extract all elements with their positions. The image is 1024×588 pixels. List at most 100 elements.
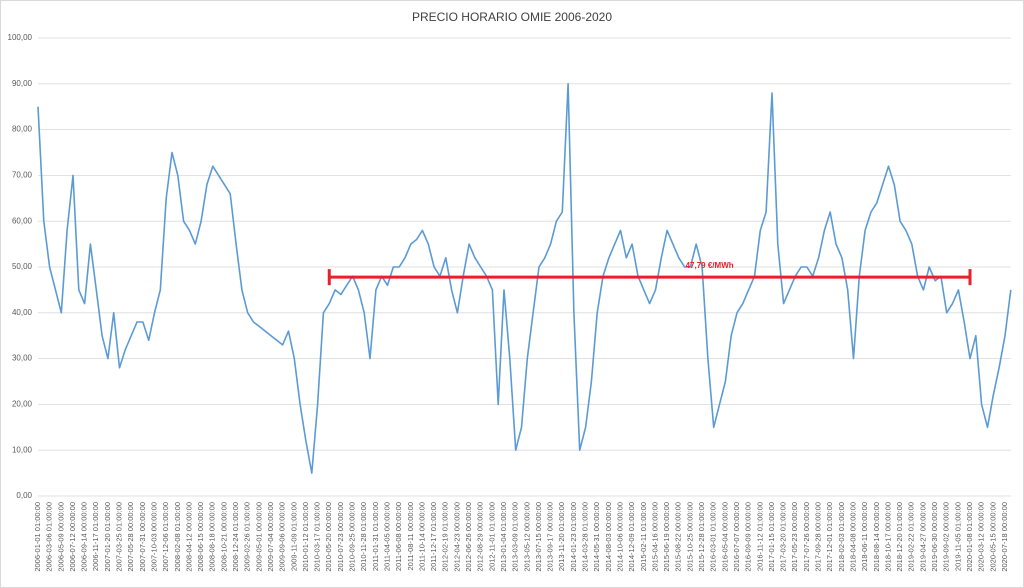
- x-tick-label: 2013-05-12 00:00:00: [522, 502, 531, 572]
- x-tick-label: 2011-01-31 01:00:00: [371, 502, 380, 571]
- x-tick-label: 2018-08-14 00:00:00: [872, 502, 881, 572]
- x-tick-label: 2006-05-09 00:00:00: [56, 502, 65, 572]
- x-tick-label: 2012-04-23 00:00:00: [452, 502, 461, 572]
- x-tick-label: 2006-03-06 01:00:00: [45, 502, 54, 572]
- x-tick-label: 2009-09-06 00:00:00: [278, 502, 287, 572]
- x-tick-label: 2012-06-26 00:00:00: [464, 502, 473, 572]
- x-tick-label: 2009-05-01 00:00:00: [254, 502, 263, 572]
- x-tick-label: 2009-02-26 01:00:00: [243, 502, 252, 572]
- x-tick-label: 2006-11-17 01:00:00: [91, 502, 100, 571]
- x-tick-label: 2018-12-20 01:00:00: [895, 502, 904, 572]
- x-tick-label: 2012-02-19 01:00:00: [441, 502, 450, 572]
- x-tick-label: 2010-01-12 01:00:00: [301, 502, 310, 572]
- x-tick-label: 2010-07-23 00:00:00: [336, 502, 345, 572]
- x-tick-label: 2019-04-27 00:00:00: [918, 502, 927, 572]
- x-tick-label: 2017-07-26 00:00:00: [802, 502, 811, 572]
- y-tick-label: 70,00: [12, 171, 33, 180]
- x-tick-label: 2009-11-09 01:00:00: [289, 502, 298, 571]
- x-tick-label: 2015-08-22 00:00:00: [674, 502, 683, 572]
- x-tick-label: 2010-11-28 01:00:00: [359, 502, 368, 571]
- x-tick-label: 2016-11-12 01:00:00: [755, 502, 764, 571]
- x-tick-label: 2015-10-25 00:00:00: [685, 502, 694, 572]
- x-tick-label: 2015-04-16 00:00:00: [650, 502, 659, 572]
- x-tick-label: 2010-03-17 01:00:00: [313, 502, 322, 572]
- x-tick-label: 2020-07-18 00:00:00: [1000, 502, 1009, 572]
- x-tick-label: 2008-06-15 00:00:00: [196, 502, 205, 572]
- x-tick-label: 2008-02-08 01:00:00: [173, 502, 182, 572]
- x-tick-label: 2012-08-29 00:00:00: [476, 502, 485, 572]
- x-tick-label: 2019-11-05 01:00:00: [953, 502, 962, 571]
- x-tick-label: 2013-11-20 01:00:00: [557, 502, 566, 571]
- x-tick-label: 2010-09-25 00:00:00: [348, 502, 357, 572]
- x-tick-label: 2011-10-14 00:00:00: [417, 502, 426, 571]
- x-tick-label: 2017-09-28 00:00:00: [814, 502, 823, 572]
- y-tick-label: 30,00: [12, 354, 33, 363]
- x-tick-label: 2007-03-25 01:00:00: [115, 502, 124, 572]
- x-tick-label: 2017-12-01 01:00:00: [825, 502, 834, 572]
- x-tick-label: 2006-07-12 00:00:00: [68, 502, 77, 572]
- y-tick-label: 100,00: [8, 33, 33, 42]
- x-tick-label: 2009-07-04 00:00:00: [266, 502, 275, 572]
- x-tick-label: 2013-03-09 01:00:00: [511, 502, 520, 572]
- x-tick-label: 2015-12-28 01:00:00: [697, 502, 706, 572]
- x-tick-label: 2007-12-06 01:00:00: [161, 502, 170, 572]
- x-tick-label: 2014-05-31 00:00:00: [592, 502, 601, 572]
- x-tick-label: 2011-08-11 00:00:00: [406, 502, 415, 571]
- x-tick-label: 2017-03-20 01:00:00: [779, 502, 788, 572]
- x-tick-label: 2015-02-11 01:00:00: [639, 502, 648, 571]
- x-tick-label: 2017-01-15 01:00:00: [767, 502, 776, 572]
- x-tick-label: 2020-03-12 00:00:00: [977, 502, 986, 572]
- x-tick-label: 2013-09-17 00:00:00: [546, 502, 555, 572]
- x-tick-label: 2016-03-01 01:00:00: [709, 502, 718, 572]
- y-tick-label: 50,00: [12, 262, 33, 271]
- x-tick-label: 2007-10-03 00:00:00: [149, 502, 158, 572]
- x-tick-label: 2014-12-09 01:00:00: [627, 502, 636, 572]
- x-tick-label: 2006-01-01 01:00:00: [33, 502, 42, 572]
- x-tick-label: 2014-01-23 01:00:00: [569, 502, 578, 572]
- x-tick-label: 2007-05-28 00:00:00: [126, 502, 135, 572]
- x-tick-label: 2020-05-15 00:00:00: [988, 502, 997, 572]
- average-label: 47,79 €/MWh: [686, 261, 734, 270]
- x-tick-label: 2007-01-20 01:00:00: [103, 502, 112, 572]
- x-tick-label: 2014-08-03 00:00:00: [604, 502, 613, 572]
- x-tick-label: 2018-04-08 00:00:00: [848, 502, 857, 572]
- x-tick-label: 2018-10-17 00:00:00: [883, 502, 892, 572]
- x-tick-label: 2014-10-06 00:00:00: [615, 502, 624, 572]
- x-tick-label: 2018-06-11 00:00:00: [860, 502, 869, 571]
- x-tick-label: 2019-06-30 00:00:00: [930, 502, 939, 572]
- x-tick-label: 2008-04-12 00:00:00: [184, 502, 193, 572]
- x-tick-label: 2008-08-18 00:00:00: [208, 502, 217, 572]
- x-tick-label: 2012-11-01 01:00:00: [487, 502, 496, 571]
- price-line: [37, 83, 1012, 474]
- x-tick-label: 2011-06-08 00:00:00: [394, 502, 403, 571]
- x-tick-label: 2016-07-07 00:00:00: [732, 502, 741, 572]
- y-tick-label: 20,00: [12, 400, 33, 409]
- y-tick-label: 40,00: [12, 308, 33, 317]
- x-tick-label: 2016-09-09 00:00:00: [744, 502, 753, 572]
- x-tick-label: 2011-04-05 00:00:00: [382, 502, 391, 571]
- x-tick-label: 2006-09-14 00:00:00: [80, 502, 89, 572]
- x-tick-label: 2013-01-04 01:00:00: [499, 502, 508, 572]
- y-tick-label: 90,00: [12, 79, 33, 88]
- x-tick-label: 2014-03-28 01:00:00: [581, 502, 590, 572]
- x-tick-label: 2019-09-02 00:00:00: [942, 502, 951, 572]
- y-tick-label: 0,00: [16, 491, 32, 500]
- x-tick-label: 2017-05-23 00:00:00: [790, 502, 799, 572]
- x-tick-label: 2011-12-17 01:00:00: [429, 502, 438, 571]
- x-tick-label: 2018-02-03 01:00:00: [837, 502, 846, 572]
- x-tick-label: 2008-12-24 01:00:00: [231, 502, 240, 572]
- y-tick-label: 80,00: [12, 125, 33, 134]
- x-tick-label: 2013-07-15 00:00:00: [534, 502, 543, 572]
- x-tick-label: 2010-05-20 00:00:00: [324, 502, 333, 572]
- y-tick-label: 60,00: [12, 216, 33, 225]
- x-tick-label: 2008-10-21 00:00:00: [219, 502, 228, 572]
- x-tick-label: 2007-07-31 00:00:00: [138, 502, 147, 572]
- chart-title: PRECIO HORARIO OMIE 2006-2020: [412, 10, 612, 24]
- y-tick-label: 10,00: [12, 445, 33, 454]
- x-tick-label: 2016-05-04 00:00:00: [720, 502, 729, 572]
- x-tick-label: 2015-06-19 00:00:00: [662, 502, 671, 572]
- x-tick-label: 2020-01-08 01:00:00: [965, 502, 974, 572]
- x-tick-label: 2019-02-22 01:00:00: [907, 502, 916, 572]
